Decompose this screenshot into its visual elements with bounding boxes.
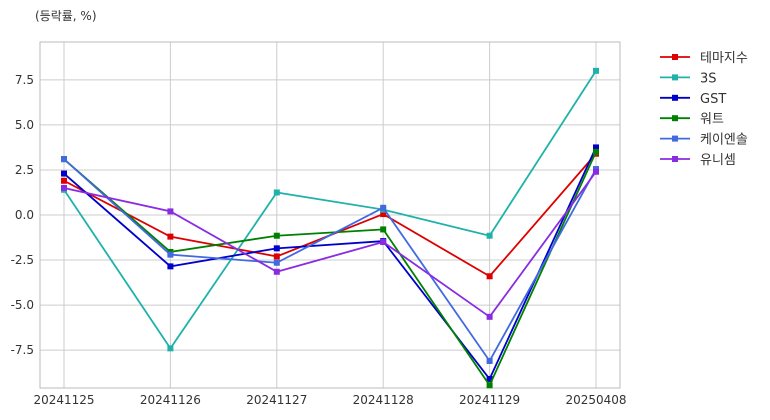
series	[61, 144, 599, 382]
axes: -7.5 -5.0 -2.5 0.0 2.5 5.0 7.5 20241125 20241126…	[11, 41, 627, 407]
x-tick-label: 20241128	[353, 393, 414, 407]
y-tick-label: 2.5	[15, 163, 34, 177]
data-point	[593, 148, 599, 155]
plot-frame	[39, 41, 621, 389]
y-tick-label: 7.5	[15, 73, 34, 87]
data-point	[380, 211, 387, 218]
y-tick-label: -7.5	[11, 343, 34, 357]
legend-swatch-marker	[672, 74, 678, 81]
data-point	[380, 239, 387, 246]
legend-entry: 유니셈	[660, 153, 736, 168]
data-point	[593, 67, 599, 74]
legend-label: 3S	[700, 71, 717, 86]
data-point	[486, 232, 493, 239]
legend-swatch-marker	[672, 94, 678, 101]
legend-entry: 워트	[660, 112, 724, 127]
data-point	[486, 375, 493, 382]
data-point	[273, 259, 280, 266]
legend-swatch-marker	[672, 156, 678, 162]
data-point	[486, 273, 493, 280]
data-point	[167, 263, 174, 270]
x-tick-label: 20241129	[459, 393, 520, 407]
data-point	[486, 313, 493, 320]
data-point	[167, 345, 174, 352]
legend-swatch-marker	[672, 135, 678, 142]
data-point	[593, 168, 599, 175]
x-tick-label: 20241127	[246, 393, 307, 407]
series	[61, 168, 599, 320]
data-point	[273, 232, 280, 239]
legend-label: GST	[700, 92, 726, 107]
y-tick-label: 0.0	[15, 208, 34, 222]
series-line	[63, 171, 597, 319]
x-tick-label: 20241125	[33, 393, 94, 407]
data-point	[167, 251, 174, 258]
y-tick-label: 5.0	[15, 118, 34, 132]
legend-label: 워트	[700, 112, 724, 127]
series-line	[63, 70, 597, 350]
data-point	[380, 226, 387, 233]
legend-entry: 테마지수	[660, 51, 748, 66]
data-point	[273, 189, 280, 196]
legend-label: 케이엔솔	[700, 133, 748, 148]
legend-label: 테마지수	[700, 51, 748, 66]
data-point	[61, 156, 67, 163]
data-point	[273, 245, 280, 252]
data-point	[167, 233, 174, 240]
data-point	[273, 253, 280, 260]
data-point	[61, 177, 67, 184]
data-point	[61, 184, 67, 191]
y-tick-label: -2.5	[11, 253, 34, 267]
series-line	[63, 151, 597, 388]
data-point	[486, 382, 493, 389]
data-point	[593, 144, 599, 151]
legend-entry: 케이엔솔	[660, 133, 748, 148]
x-tick-label: 20250408	[565, 393, 626, 407]
series-line	[63, 158, 597, 363]
y-tick-label: -5.0	[11, 298, 34, 312]
legend-swatch-marker	[672, 115, 678, 122]
series-group	[61, 67, 599, 389]
series-line	[63, 147, 597, 381]
data-point	[273, 268, 280, 275]
grid	[40, 42, 620, 388]
legend-label: 유니셈	[700, 153, 736, 168]
legend-entry: 3S	[660, 71, 717, 86]
data-point	[380, 204, 387, 211]
data-point	[61, 170, 67, 177]
data-point	[486, 357, 493, 364]
legend-entry: GST	[660, 92, 726, 107]
x-tick-label: 20241126	[140, 393, 201, 407]
unit-label: (등락률, %)	[35, 9, 97, 23]
data-point	[167, 208, 174, 215]
series	[61, 148, 599, 389]
legend-swatch-marker	[672, 54, 678, 60]
